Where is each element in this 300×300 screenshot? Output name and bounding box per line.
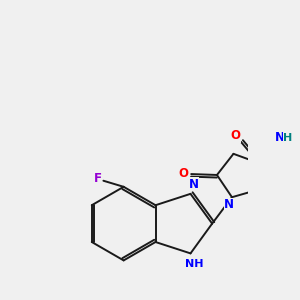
Text: N: N	[275, 131, 285, 144]
Text: N: N	[224, 198, 234, 211]
Text: F: F	[94, 172, 102, 185]
Text: N: N	[189, 178, 199, 190]
Text: O: O	[231, 129, 241, 142]
Text: O: O	[178, 167, 188, 180]
Text: NH: NH	[185, 259, 203, 269]
Text: H: H	[284, 133, 293, 142]
